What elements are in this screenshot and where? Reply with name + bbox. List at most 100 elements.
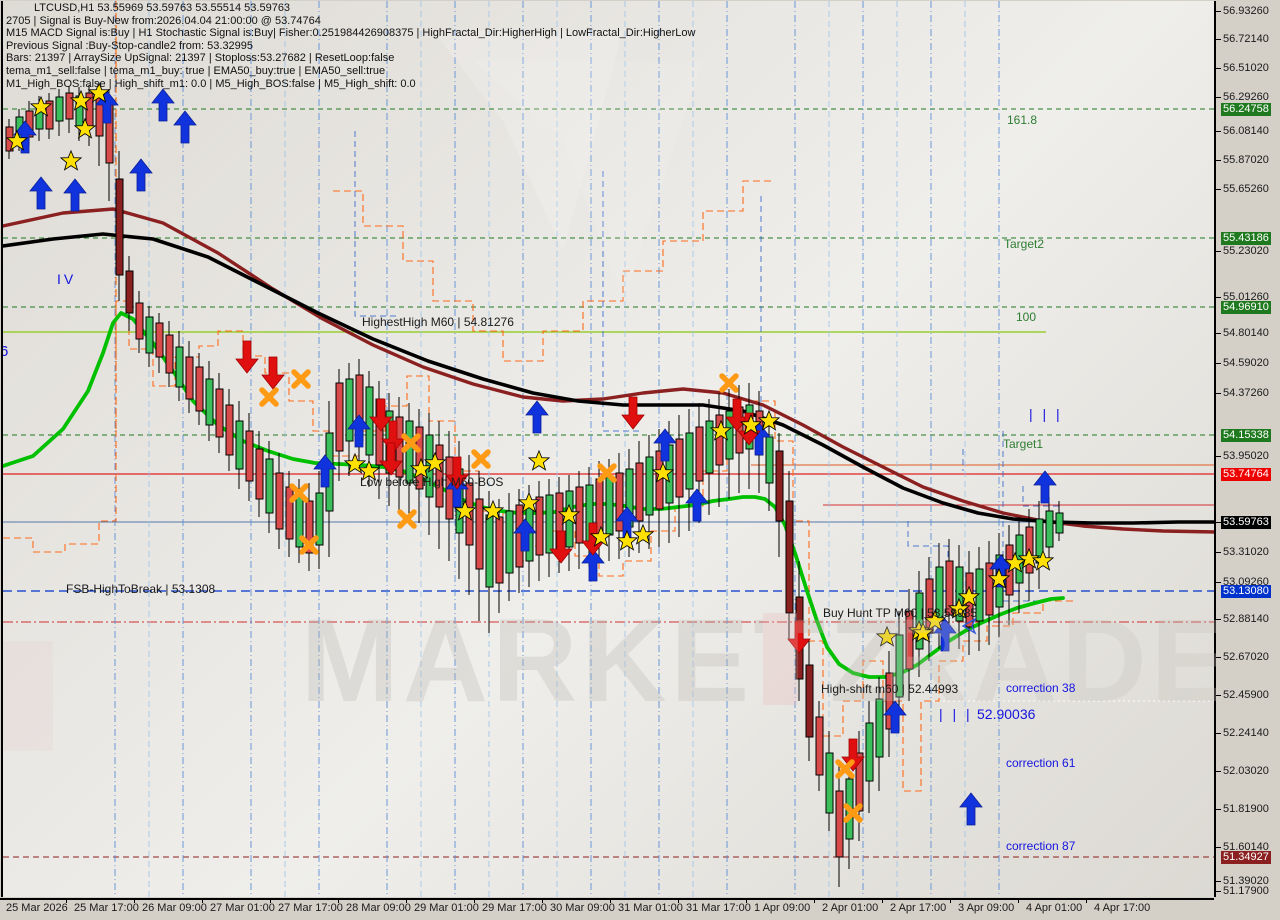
price-tick: 52.03020 — [1214, 765, 1279, 778]
time-tick-mark — [202, 898, 203, 903]
price-tick-label: 51.60140 — [1223, 841, 1269, 853]
price-level-label-price-black[interactable]: 53.59763 — [1221, 516, 1271, 529]
time-tick-mark — [950, 898, 951, 903]
annotation-fib-100: 100 — [1016, 310, 1037, 324]
time-tick-mark — [1086, 898, 1087, 903]
time-tick-label: 26 Mar 09:00 — [142, 902, 207, 914]
price-tick-label: 55.23020 — [1223, 245, 1269, 257]
price-tick: 52.67020 — [1214, 651, 1279, 664]
price-tick-mark — [1216, 891, 1221, 892]
price-tick-label: 54.59020 — [1223, 357, 1269, 369]
price-level-label-fib-green[interactable]: 54.15338 — [1221, 429, 1271, 442]
time-tick-mark — [474, 898, 475, 903]
price-tick-mark — [1216, 11, 1221, 12]
price-tick-mark — [1216, 97, 1221, 98]
price-tick-mark — [1216, 552, 1221, 553]
annotation-target2: Target2 — [1004, 237, 1045, 251]
price-tick: 55.01260 — [1214, 291, 1279, 304]
time-tick-label: 28 Mar 09:00 — [346, 902, 411, 914]
wave-label-6: 6 — [3, 343, 8, 360]
time-tick-label: 29 Mar 01:00 — [414, 902, 479, 914]
annotation-buy-hunt-tp: Buy Hunt TP M60 | 53.59985 — [823, 606, 978, 620]
wave-bars-upper: | | | — [1029, 406, 1063, 422]
price-tick-mark — [1216, 619, 1221, 620]
time-tick-label: 27 Mar 01:00 — [210, 902, 275, 914]
price-tick-mark — [1216, 160, 1221, 161]
price-tick: 56.08140 — [1214, 125, 1279, 138]
wave-label-iv: IV — [57, 271, 77, 287]
price-level-label-level-blue[interactable]: 53.13080 — [1221, 585, 1271, 598]
price-axis[interactable]: 56.93260 56.72140 56.51020 56.29260 56.08140… — [1214, 1, 1279, 897]
time-axis[interactable]: 25 Mar 2026 25 Mar 17:00 26 Mar 09:00 27 Ma… — [0, 898, 1280, 920]
time-tick-mark — [678, 898, 679, 903]
time-tick-label: 30 Mar 09:00 — [550, 902, 615, 914]
time-tick-label: 31 Mar 17:00 — [686, 902, 751, 914]
price-tick-label: 51.81900 — [1223, 803, 1269, 815]
price-tick: 56.93260 — [1214, 5, 1279, 18]
price-tick: 51.17900 — [1214, 885, 1279, 898]
annotation-correction-87: correction 87 — [1006, 839, 1076, 853]
annotation-fib-1618: 161.8 — [1007, 113, 1038, 127]
price-tick-mark — [1216, 809, 1221, 810]
price-tick-label: 53.31020 — [1223, 546, 1269, 558]
price-tick-label: 54.80140 — [1223, 327, 1269, 339]
price-tick-label: 54.37260 — [1223, 387, 1269, 399]
price-axis-line — [1214, 1, 1216, 897]
price-tick-mark — [1216, 189, 1221, 190]
time-tick-label: 1 Apr 09:00 — [754, 902, 811, 914]
time-tick-label: 3 Apr 09:00 — [958, 902, 1015, 914]
price-tick-label: 56.29260 — [1223, 91, 1269, 103]
price-tick: 52.24140 — [1214, 727, 1279, 740]
annotation-fsb-high-to-break: FSB-HighToBreak | 53.1308 — [66, 582, 216, 596]
time-tick-mark — [746, 898, 747, 903]
chart-plot-area[interactable]: MARKETZ RADE — [1, 1, 1216, 897]
price-tick: 56.51020 — [1214, 62, 1279, 75]
price-level-label-fib-green[interactable]: 55.43186 — [1221, 232, 1271, 245]
time-tick-mark — [610, 898, 611, 903]
price-tick: 54.37260 — [1214, 387, 1279, 400]
price-tick-label: 56.51020 — [1223, 62, 1269, 74]
price-level-label-stop-darkred[interactable]: 51.34927 — [1221, 851, 1271, 864]
price-tick: 51.81900 — [1214, 803, 1279, 816]
price-tick-mark — [1216, 68, 1221, 69]
time-tick-label: 25 Mar 17:00 — [74, 902, 139, 914]
price-tick-mark — [1216, 522, 1221, 523]
price-tick-mark — [1216, 657, 1221, 658]
price-tick-label: 56.08140 — [1223, 125, 1269, 137]
time-tick-label: 29 Mar 17:00 — [482, 902, 547, 914]
time-tick-mark — [134, 898, 135, 903]
time-tick-mark — [406, 898, 407, 903]
time-tick-mark — [882, 898, 883, 903]
price-tick-mark — [1216, 251, 1221, 252]
time-tick-label: 4 Apr 01:00 — [1026, 902, 1083, 914]
price-tick: 53.95020 — [1214, 450, 1279, 463]
price-level-label-fib-green[interactable]: 56.24758 — [1221, 103, 1271, 116]
price-tick-mark — [1216, 847, 1221, 848]
time-axis-line — [0, 898, 1214, 900]
annotation-target1: Target1 — [1003, 437, 1044, 451]
time-tick-label: 31 Mar 01:00 — [618, 902, 683, 914]
price-tick-label: 52.88140 — [1223, 613, 1269, 625]
price-level-label-fib-green[interactable]: 54.96910 — [1221, 301, 1271, 314]
price-tick: 56.72140 — [1214, 33, 1279, 46]
time-tick-mark — [1018, 898, 1019, 903]
price-tick-label: 52.03020 — [1223, 765, 1269, 777]
time-tick-label: 4 Apr 17:00 — [1094, 902, 1151, 914]
price-tick-label: 55.01260 — [1223, 291, 1269, 303]
price-tick-mark — [1216, 695, 1221, 696]
price-tick: 51.60140 — [1214, 841, 1279, 854]
price-tick-mark — [1216, 456, 1221, 457]
price-tick-label: 52.45900 — [1223, 689, 1269, 701]
annotation-high-shift: High-shift m60 | 52.44993 — [821, 682, 959, 696]
price-tick-label: 55.87020 — [1223, 154, 1269, 166]
time-tick-mark — [270, 898, 271, 903]
price-tick: 51.39020 — [1214, 875, 1279, 888]
price-tick-mark — [1216, 333, 1221, 334]
price-level-label-signal-red[interactable]: 53.74764 — [1221, 468, 1271, 481]
price-tick-label: 51.17900 — [1223, 885, 1269, 897]
time-tick-mark — [542, 898, 543, 903]
price-tick: 56.29260 — [1214, 91, 1279, 104]
price-tick: 52.45900 — [1214, 689, 1279, 702]
price-tick-label: 55.65260 — [1223, 183, 1269, 195]
